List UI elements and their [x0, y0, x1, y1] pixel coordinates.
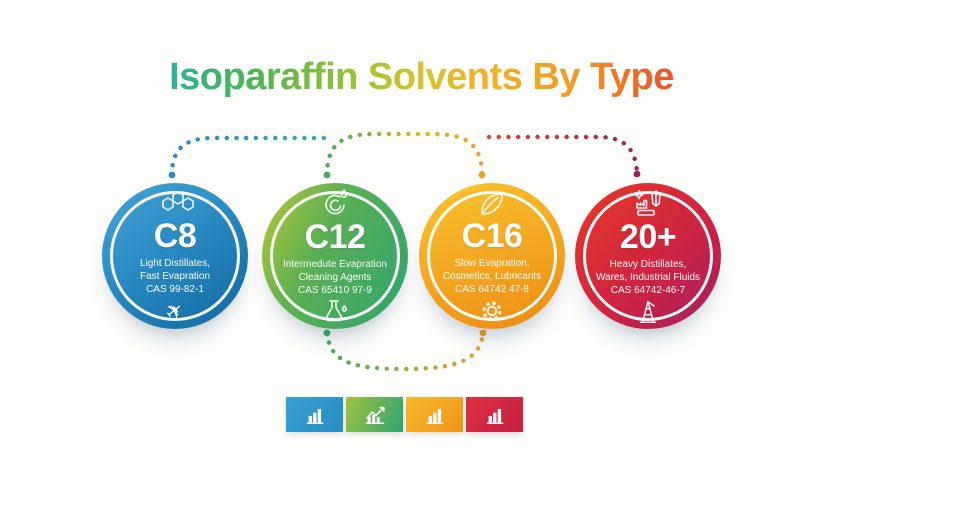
swirl-droplet-icon: [325, 189, 348, 215]
gear-icon: [478, 299, 506, 323]
cas-number: CAS 99-82-1: [146, 284, 204, 295]
oil-derrick-icon: [634, 300, 662, 324]
type-desc-line: Cosmetics, Lubricants: [442, 271, 542, 282]
page-title: Isoparaffin Solvents By Type: [0, 56, 843, 99]
bar-chart-icon: [306, 408, 323, 424]
bar-chart-icon: [426, 408, 443, 424]
chart-tile-green: [346, 397, 403, 432]
type-circle-c12: C12 Intermedute Evapration Cleaning Agen…: [262, 183, 408, 329]
flask-icon: [319, 300, 351, 324]
dotted-arc-red: [486, 134, 640, 177]
connector-end-dots: [168, 170, 641, 337]
dotted-arc-blue-teal: [169, 135, 333, 178]
chart-tile-orange: [406, 397, 463, 432]
chart-tile-red: [466, 397, 523, 432]
dotted-arc-green-yellow: [324, 131, 485, 178]
type-desc-line: Light Distillates,: [139, 258, 210, 269]
refinery-icon: [634, 190, 661, 216]
type-desc-line: Heavy Distillates,: [609, 259, 687, 270]
leaf-icon: [481, 193, 503, 215]
type-code: C8: [153, 217, 197, 255]
type-desc-line: Fast Evapration: [139, 271, 211, 282]
type-desc-line: Cleaning Agents: [298, 272, 372, 283]
type-code: 20+: [619, 218, 677, 256]
chart-tiles: [286, 397, 523, 432]
type-desc-line: Intermedute Evapration: [283, 259, 387, 270]
type-code: C12: [304, 218, 366, 256]
bar-chart-icon: [486, 408, 503, 424]
cas-number: CAS 64742-46-7: [610, 285, 686, 296]
type-circle-20plus: 20+ Heavy Distillates, Wares, Industrial…: [575, 183, 721, 329]
type-desc-line: Wares, Industrial Fluids: [595, 272, 701, 283]
trend-chart-icon: [365, 406, 384, 424]
airplane-icon: ✈: [160, 296, 190, 326]
type-circle-c8: C8 Light Distillates, Fast Evapration CA…: [102, 183, 248, 329]
type-desc-line: Slow Evapration,: [454, 258, 530, 269]
type-code: C16: [461, 217, 523, 255]
molecule-icon: [162, 191, 194, 211]
chart-tile-blue: [286, 397, 343, 432]
cas-number: CAS 65410 97-9: [298, 285, 372, 296]
dotted-arc-bottom: [324, 330, 486, 372]
type-circle-c16: C16 Slow Evapration, Cosmetics, Lubrican…: [419, 183, 565, 329]
cas-number: CAS 64742 47-8: [455, 284, 529, 295]
